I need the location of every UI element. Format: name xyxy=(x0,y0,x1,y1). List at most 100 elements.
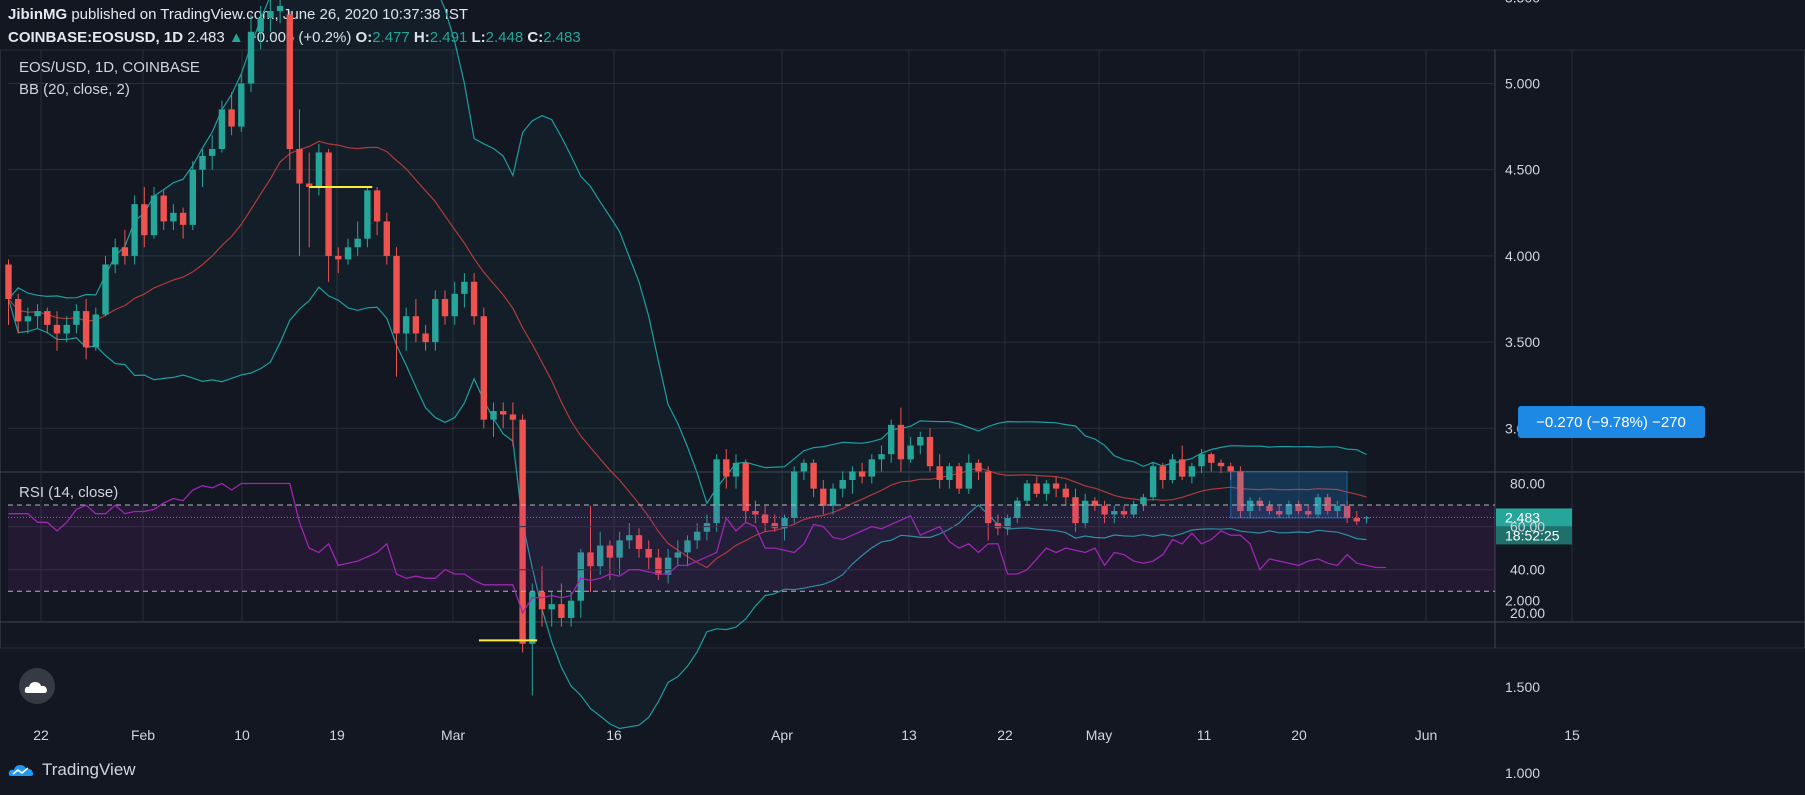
candle-body xyxy=(1256,500,1263,506)
candle-body xyxy=(383,221,390,256)
candle-body xyxy=(839,480,846,489)
candle-body xyxy=(1324,497,1331,512)
time-tick-label: 15 xyxy=(1564,727,1580,743)
candle-body xyxy=(1130,504,1137,515)
candle-body xyxy=(480,316,487,420)
time-tick-label: 20 xyxy=(1291,727,1307,743)
symbol[interactable]: COINBASE:EOSUSD, 1D xyxy=(8,29,184,46)
candle-body xyxy=(655,557,662,575)
price-range-measure-box xyxy=(1230,470,1348,519)
candle-body xyxy=(994,523,1002,529)
candle-body xyxy=(1227,466,1234,472)
candle-body xyxy=(160,195,167,222)
candle-body xyxy=(1246,500,1254,512)
bb-upper-band xyxy=(8,0,1367,505)
time-tick-label: May xyxy=(1086,727,1112,743)
candle-body xyxy=(616,540,623,558)
candle-body xyxy=(238,83,245,127)
candle-body xyxy=(1188,466,1196,477)
candle-body xyxy=(92,314,99,348)
candle-body xyxy=(703,523,711,532)
candle-body xyxy=(490,411,497,420)
candle-body xyxy=(247,31,255,84)
close-label: C: xyxy=(527,29,544,46)
candle-body xyxy=(1140,497,1147,505)
candle-body xyxy=(276,5,284,12)
candle-body xyxy=(354,238,361,248)
time-tick-label: Feb xyxy=(131,727,155,743)
candle-body xyxy=(267,11,274,18)
candle-body xyxy=(713,459,720,524)
candle-body xyxy=(1004,517,1011,529)
candle-body xyxy=(325,152,332,256)
time-tick-label: 13 xyxy=(901,727,917,743)
candle-body xyxy=(34,311,41,317)
candle-body xyxy=(179,212,187,225)
candle-body xyxy=(1334,505,1341,512)
candle-body xyxy=(150,195,158,236)
candle-body xyxy=(335,255,342,260)
candle-body xyxy=(131,204,138,256)
candle-body xyxy=(791,471,798,518)
candle-body xyxy=(587,552,594,567)
candle-body xyxy=(1169,459,1176,481)
candle-body xyxy=(403,316,410,334)
candle-body xyxy=(955,466,963,489)
price-tick-label: 1.000 xyxy=(1505,765,1540,781)
tv-badge-cloud-icon xyxy=(24,682,47,693)
price-tick-label: 4.000 xyxy=(1505,248,1540,264)
candle-body xyxy=(5,264,12,299)
candle-body xyxy=(1043,483,1050,494)
candle-body xyxy=(529,592,536,644)
candle-body xyxy=(364,190,371,239)
low-value: 2.448 xyxy=(485,29,524,46)
candle-body xyxy=(1033,483,1040,494)
candle-body xyxy=(946,466,953,481)
rsi-tick-label: 20.00 xyxy=(1510,605,1545,621)
candle-body xyxy=(868,459,875,477)
candle-body xyxy=(432,299,439,343)
author[interactable]: JibinMG xyxy=(8,6,68,23)
rsi-line xyxy=(8,482,1386,615)
tradingview-logo[interactable]: TradingView xyxy=(8,760,136,780)
price-tick-label: 3.500 xyxy=(1505,334,1540,350)
candle-body xyxy=(1179,459,1186,477)
candle-body xyxy=(742,462,749,512)
candle-body xyxy=(732,462,740,477)
candle-body xyxy=(1266,505,1273,512)
candle-body xyxy=(73,311,80,325)
candle-body xyxy=(800,462,808,472)
candle-body xyxy=(897,424,905,460)
candle-body xyxy=(209,149,216,156)
candle-body xyxy=(393,255,400,334)
candle-body xyxy=(606,545,614,558)
high-label: H: xyxy=(413,29,430,46)
candle-body xyxy=(645,548,652,558)
candle-body xyxy=(781,517,788,529)
price-tick-label: 1.500 xyxy=(1505,679,1540,695)
candle-body xyxy=(558,604,565,618)
low-label: L: xyxy=(471,29,486,46)
candle-body xyxy=(684,540,691,553)
candle-body xyxy=(1208,454,1215,463)
candle-body xyxy=(15,299,22,322)
tradingview-cloud-icon xyxy=(8,765,34,776)
candle-body xyxy=(926,436,934,467)
candle-body xyxy=(170,212,177,222)
tradingview-wordmark: TradingView xyxy=(42,760,136,779)
candle-body xyxy=(470,281,478,317)
candle-body xyxy=(441,299,449,317)
candle-body xyxy=(635,535,643,549)
candle-body xyxy=(858,471,866,477)
candle-body xyxy=(461,281,468,294)
close-value: 2.483 xyxy=(543,29,581,46)
open-value: 2.477 xyxy=(372,29,410,46)
candle-body xyxy=(820,488,827,506)
candle-body xyxy=(567,600,575,618)
time-tick-label: 16 xyxy=(606,727,622,743)
bb-fill xyxy=(8,0,1367,729)
candle-body xyxy=(24,316,32,322)
candle-body xyxy=(218,109,226,150)
candle-body xyxy=(936,466,943,481)
